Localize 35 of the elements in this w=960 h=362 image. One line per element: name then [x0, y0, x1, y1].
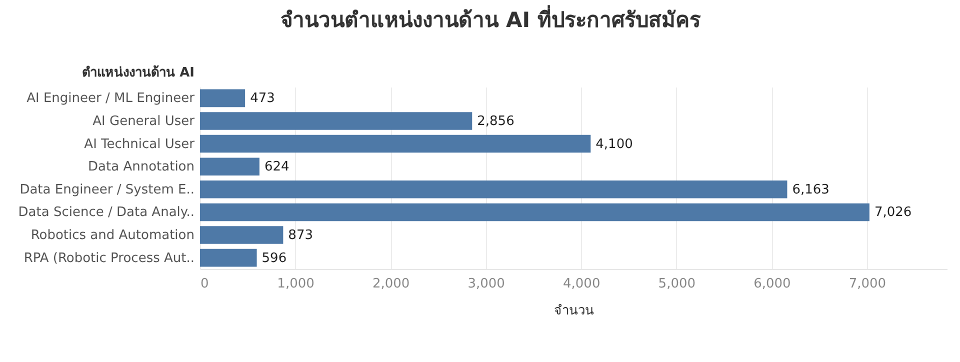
y-tick-label: Data Science / Data Analy..: [18, 205, 194, 220]
data-label: 624: [264, 160, 290, 175]
bar: [200, 134, 591, 153]
data-label: 4,100: [596, 136, 633, 152]
x-tick-label: 6,000: [754, 276, 791, 292]
bar: [200, 180, 788, 198]
x-tick-label: 3,000: [468, 276, 505, 292]
bar: [200, 226, 284, 244]
bar: [200, 248, 257, 267]
x-tick-label: 5,000: [658, 276, 696, 292]
data-label: 873: [288, 228, 314, 244]
y-tick-label: Robotics and Automation: [30, 228, 194, 244]
x-tick-label: 7,000: [848, 276, 886, 292]
data-label: 7,026: [874, 205, 912, 220]
bar: [200, 203, 870, 222]
y-axis-title: ตำแหน่งงานด้าน AI: [82, 64, 194, 80]
y-tick-label: Data Engineer / System E..: [20, 182, 194, 198]
y-tick-label: Data Annotation: [88, 160, 194, 175]
x-axis-title: จำนวน: [554, 304, 594, 318]
y-tick-label: AI Engineer / ML Engineer: [26, 91, 196, 106]
x-tick-label: 4,000: [563, 276, 600, 292]
x-tick-label: 2,000: [372, 276, 410, 292]
bar: [200, 112, 472, 130]
data-label: 596: [262, 250, 287, 266]
bar: [200, 89, 246, 108]
data-label: 2,856: [477, 114, 514, 129]
x-tick-label: 1,000: [277, 276, 314, 292]
bar: [200, 158, 260, 176]
data-label: 473: [250, 91, 275, 106]
data-label: 6,163: [792, 182, 830, 198]
x-tick-label: 0: [200, 276, 209, 292]
y-tick-label: RPA (Robotic Process Aut..: [24, 250, 194, 266]
chart-title: จำนวนตำแหน่งงานด้าน AI ที่ประกาศรับสมัคร: [280, 4, 702, 32]
y-tick-label: AI Technical User: [84, 136, 196, 152]
y-tick-label: AI General User: [92, 114, 196, 129]
